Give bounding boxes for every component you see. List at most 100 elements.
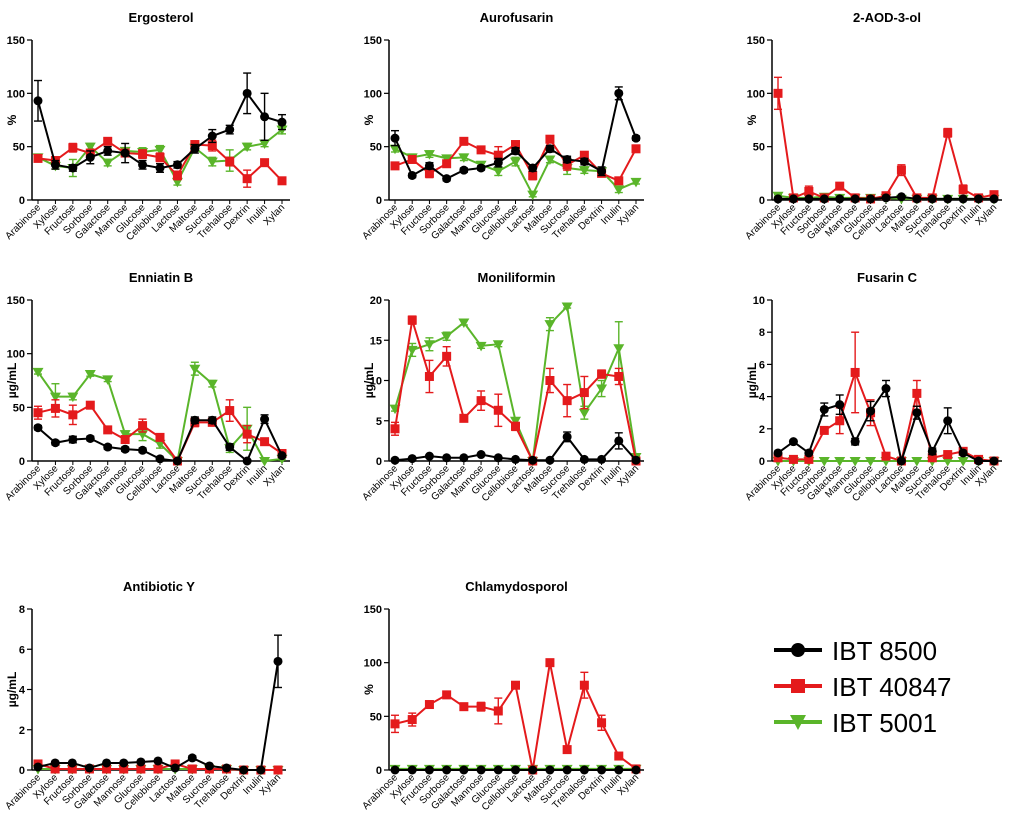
data-point xyxy=(579,765,589,775)
data-point xyxy=(390,719,400,729)
data-point xyxy=(459,165,469,175)
data-point xyxy=(545,144,555,154)
legend-square-marker-icon xyxy=(774,679,822,693)
data-point xyxy=(835,181,845,191)
data-point xyxy=(493,453,503,463)
data-point xyxy=(476,765,486,775)
y-tick-label: 100 xyxy=(7,349,25,361)
data-point xyxy=(545,765,555,775)
data-point xyxy=(190,144,200,154)
data-point xyxy=(545,658,555,668)
y-tick-label: 50 xyxy=(370,142,382,154)
data-point xyxy=(562,745,572,755)
data-point xyxy=(850,367,860,377)
data-point xyxy=(459,765,469,775)
data-point xyxy=(442,159,452,169)
data-point xyxy=(881,193,891,203)
data-point xyxy=(475,341,487,352)
data-point xyxy=(562,154,572,164)
data-point xyxy=(528,765,538,775)
data-point xyxy=(50,764,60,774)
data-point xyxy=(819,425,829,435)
chart-title: Aurofusarin xyxy=(480,10,554,25)
y-tick-label: 6 xyxy=(19,644,25,656)
data-point xyxy=(511,680,520,690)
y-axis-label: % xyxy=(362,684,376,695)
data-point xyxy=(67,758,77,768)
data-point xyxy=(172,170,182,180)
data-point xyxy=(206,379,218,390)
data-point xyxy=(614,371,624,381)
data-point xyxy=(84,763,94,773)
data-point xyxy=(493,405,503,415)
data-point xyxy=(242,88,252,98)
data-point xyxy=(424,700,434,710)
data-point xyxy=(613,344,625,354)
data-point xyxy=(442,351,452,361)
data-point xyxy=(511,454,520,464)
data-point xyxy=(119,758,129,768)
data-point xyxy=(138,421,148,431)
data-point xyxy=(424,168,434,178)
data-point xyxy=(242,174,252,184)
series-group xyxy=(33,634,283,775)
data-point xyxy=(561,302,573,312)
data-point xyxy=(788,437,798,447)
data-point xyxy=(773,453,783,463)
data-point xyxy=(442,453,452,463)
data-point xyxy=(204,761,214,771)
data-point xyxy=(85,152,95,162)
y-tick-label: 10 xyxy=(370,376,382,388)
data-point xyxy=(50,758,60,768)
data-point xyxy=(835,194,845,204)
data-point xyxy=(85,433,95,443)
data-point xyxy=(943,194,953,204)
data-point xyxy=(68,410,78,420)
data-point xyxy=(943,128,953,138)
data-point xyxy=(562,160,572,170)
data-point xyxy=(207,131,217,141)
data-point xyxy=(835,416,845,426)
y-tick-label: 0 xyxy=(19,456,25,468)
data-point xyxy=(172,456,182,466)
data-point xyxy=(242,429,252,439)
data-point xyxy=(957,457,969,467)
data-point xyxy=(544,320,556,330)
data-point xyxy=(50,438,60,448)
data-point xyxy=(804,454,814,464)
data-point xyxy=(273,765,283,775)
data-point xyxy=(804,194,814,204)
chart-panel: Moniliforminµg/mL05101520ArabinoseXylose… xyxy=(361,270,644,504)
data-point xyxy=(459,413,469,423)
data-point xyxy=(881,451,891,461)
data-point xyxy=(424,765,434,775)
y-tick-label: 4 xyxy=(759,392,766,404)
data-point xyxy=(153,756,163,766)
data-point xyxy=(493,706,503,716)
chart-panel: Ergosterol%050100150ArabinoseXyloseFruct… xyxy=(4,10,290,243)
data-point xyxy=(154,145,166,156)
series-group xyxy=(773,192,999,204)
series-line xyxy=(37,661,279,771)
data-point xyxy=(773,448,783,458)
data-point xyxy=(103,442,113,452)
data-point xyxy=(222,763,232,773)
data-point xyxy=(614,436,624,446)
data-point xyxy=(927,446,937,456)
data-point xyxy=(187,753,197,763)
y-tick-label: 8 xyxy=(19,604,25,616)
data-point xyxy=(225,406,235,416)
data-point xyxy=(442,174,452,184)
data-point xyxy=(138,149,148,159)
data-point xyxy=(389,144,401,155)
data-point xyxy=(476,163,486,173)
data-point xyxy=(207,141,217,151)
data-point xyxy=(120,148,130,158)
data-point xyxy=(423,150,435,160)
data-point xyxy=(225,125,235,135)
data-point xyxy=(239,765,249,775)
data-point xyxy=(631,455,641,465)
data-point xyxy=(943,450,953,460)
data-point xyxy=(407,454,417,464)
